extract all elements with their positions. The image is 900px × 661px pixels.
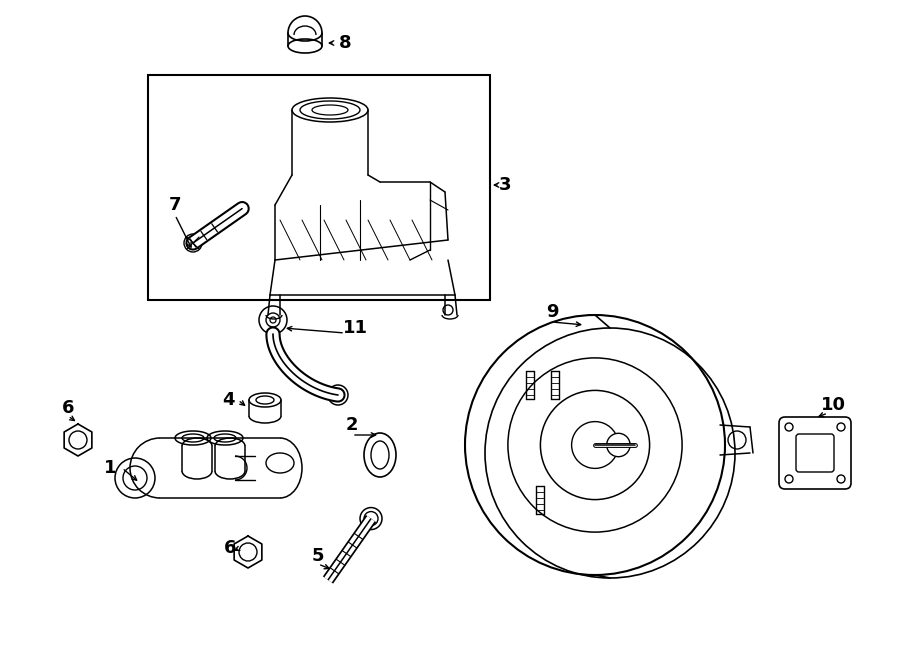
Text: 11: 11 — [343, 319, 367, 337]
Text: 4: 4 — [221, 391, 234, 409]
Text: 6: 6 — [224, 539, 236, 557]
Text: 10: 10 — [821, 396, 845, 414]
Bar — [148, 75, 490, 300]
Text: 2: 2 — [346, 416, 358, 434]
Text: 3: 3 — [499, 176, 511, 194]
Circle shape — [607, 434, 630, 457]
Text: 7: 7 — [169, 196, 181, 214]
Text: 8: 8 — [338, 34, 351, 52]
Text: 5: 5 — [311, 547, 324, 565]
Text: 9: 9 — [545, 303, 558, 321]
Text: 1: 1 — [104, 459, 116, 477]
Text: 6: 6 — [62, 399, 74, 417]
Circle shape — [360, 508, 382, 529]
